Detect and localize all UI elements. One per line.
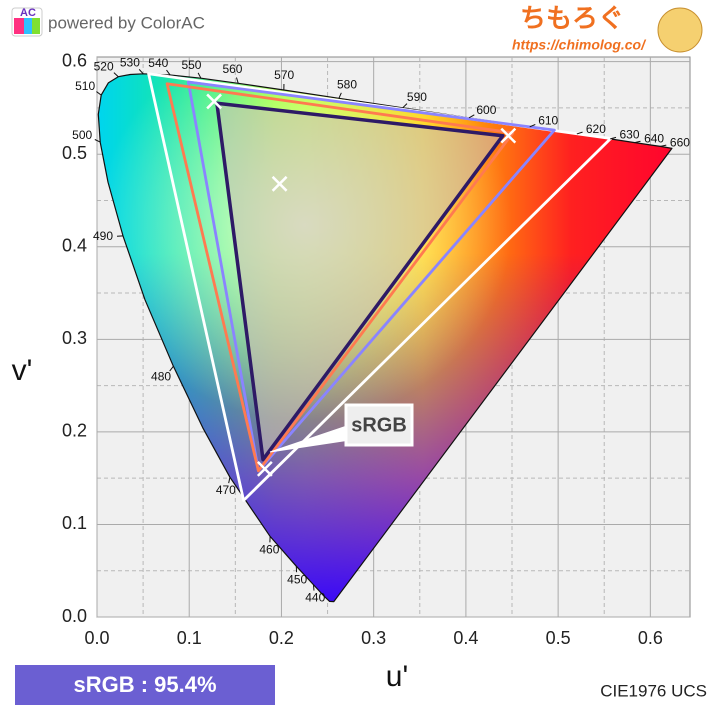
brand: powered by ColorAC (48, 13, 205, 32)
wavelength-label: 470 (216, 483, 236, 497)
wavelength-label: 460 (259, 543, 279, 557)
wavelength-label: 480 (151, 370, 171, 384)
wavelength-label: 600 (476, 103, 496, 117)
wavelength-label: 640 (644, 131, 664, 145)
wavelength-label: 610 (538, 114, 558, 128)
wavelength-label: 540 (148, 56, 168, 70)
y-tick-label: 0.4 (62, 236, 87, 256)
wavelength-label: 510 (75, 79, 95, 93)
y-tick-label: 0.3 (62, 328, 87, 348)
callout-label: sRGB (351, 414, 407, 436)
wavelength-label: 550 (181, 58, 201, 72)
site-url: https://chimolog.co/ (512, 37, 647, 53)
y-tick-label: 0.0 (62, 606, 87, 626)
coverage-label: sRGB : 95.4% (73, 672, 216, 697)
y-tick-label: 0.1 (62, 513, 87, 533)
x-tick-label: 0.5 (546, 628, 571, 648)
wavelength-label: 530 (120, 56, 140, 70)
wavelength-label: 660 (670, 136, 690, 150)
x-tick-label: 0.4 (453, 628, 478, 648)
caption: CIE1976 UCS (600, 681, 707, 700)
wavelength-label: 440 (305, 591, 325, 605)
wavelength-label: 590 (407, 90, 427, 104)
logo: AC (20, 7, 36, 19)
y-tick-label: 0.5 (62, 143, 87, 163)
x-axis-label: u' (386, 660, 408, 693)
wavelength-label: 520 (94, 59, 114, 73)
wavelength-label: 620 (586, 122, 606, 136)
wavelength-label: 490 (93, 229, 113, 243)
logo-swatch (32, 18, 40, 34)
logo-swatch (24, 18, 32, 34)
wavelength-label: 580 (337, 78, 357, 92)
site-name: ちもろぐ (520, 3, 624, 33)
x-tick-label: 0.0 (84, 628, 109, 648)
wavelength-label: 560 (222, 62, 242, 76)
x-tick-label: 0.1 (177, 628, 202, 648)
x-tick-label: 0.2 (269, 628, 294, 648)
mascot (658, 8, 702, 52)
wavelength-label: 450 (287, 572, 307, 586)
y-tick-label: 0.6 (62, 50, 87, 70)
x-tick-label: 0.3 (361, 628, 386, 648)
wavelength-label: 570 (274, 68, 294, 82)
x-tick-label: 0.6 (638, 628, 663, 648)
wavelength-label: 630 (620, 127, 640, 141)
wavelength-tick (313, 585, 314, 591)
plot: 0.0 0.1 0.2 0.3 0.4 0.5 0.6 0.0 0.1 0.2 0.3 0.4 0.5 0… (62, 50, 690, 647)
y-axis-label: v' (12, 354, 33, 387)
y-tick-label: 0.2 (62, 421, 87, 441)
wavelength-label: 500 (72, 128, 92, 142)
logo-swatch (14, 18, 24, 34)
